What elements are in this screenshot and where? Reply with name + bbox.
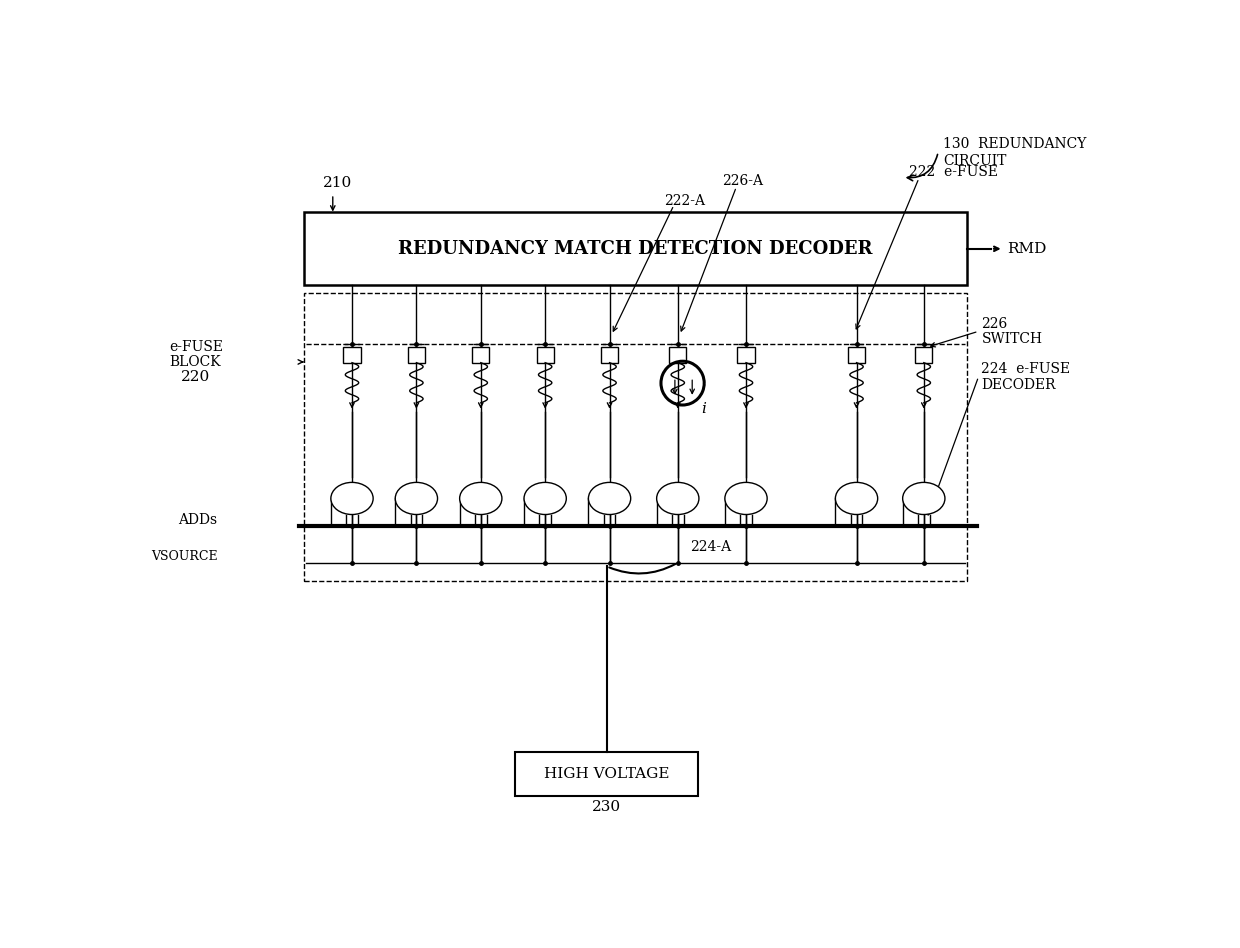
FancyArrowPatch shape [609,564,676,574]
Circle shape [903,483,945,515]
Bar [670,347,687,363]
Text: 226-A: 226-A [722,173,763,188]
Bar [343,347,361,363]
Text: 130  REDUNDANCY: 130 REDUNDANCY [942,137,1086,152]
Text: CIRCUIT: CIRCUIT [942,155,1007,168]
Circle shape [331,483,373,515]
Circle shape [525,483,567,515]
Bar [601,347,619,363]
Text: RMD: RMD [1007,242,1047,256]
Text: SWITCH: SWITCH [982,332,1043,346]
Text: 224-A: 224-A [691,539,732,554]
Text: BLOCK: BLOCK [170,355,221,369]
Text: VSOURCE: VSOURCE [151,551,217,563]
Text: 220: 220 [181,370,211,384]
Circle shape [589,483,631,515]
Bar [516,753,698,796]
Circle shape [657,483,699,515]
Circle shape [396,483,438,515]
Bar [408,347,425,363]
Bar [537,347,554,363]
Text: 226: 226 [982,317,1008,331]
Text: 210: 210 [324,176,352,191]
Text: 230: 230 [593,800,621,814]
Circle shape [460,483,502,515]
Circle shape [725,483,768,515]
Text: HIGH VOLTAGE: HIGH VOLTAGE [544,767,670,781]
Text: ADDs: ADDs [179,513,217,527]
Text: 222-A: 222-A [665,194,706,209]
Text: e-FUSE: e-FUSE [170,340,223,355]
Bar [304,212,967,285]
Bar [848,347,866,363]
Bar [304,293,967,581]
Bar [738,347,755,363]
Text: 222  e-FUSE: 222 e-FUSE [909,165,998,179]
Bar [915,347,932,363]
Text: DECODER: DECODER [982,378,1056,392]
Text: i: i [701,402,706,416]
Text: 224  e-FUSE: 224 e-FUSE [982,362,1070,376]
Text: REDUNDANCY MATCH DETECTION DECODER: REDUNDANCY MATCH DETECTION DECODER [398,240,873,258]
Circle shape [836,483,878,515]
FancyArrowPatch shape [908,155,937,181]
Bar [472,347,490,363]
